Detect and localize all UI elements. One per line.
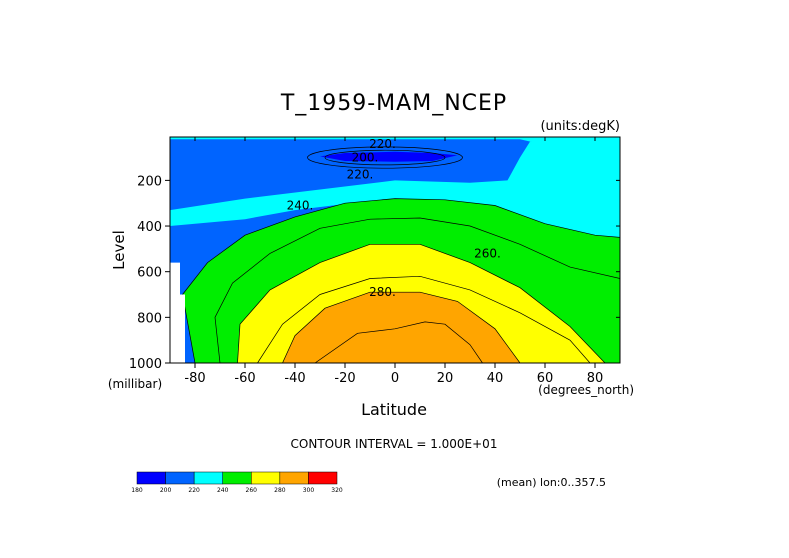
cyan-band xyxy=(170,141,620,245)
units-label: (units:degK) xyxy=(540,119,620,134)
y-tick-label: 400 xyxy=(137,220,162,235)
colorbar-label: 220 xyxy=(188,487,200,494)
colorbar-label: 240 xyxy=(217,487,229,494)
contour-line-260 xyxy=(237,243,606,363)
colorbar-label: 260 xyxy=(246,487,258,494)
contour-line-240 xyxy=(182,198,620,363)
colorbar-swatch xyxy=(251,471,281,485)
y-tick-label: 200 xyxy=(137,174,162,189)
colorbar-label: 280 xyxy=(274,487,286,494)
x-tick-label: -20 xyxy=(334,371,355,386)
contour-label: 260. xyxy=(474,246,501,260)
contour-label: 280. xyxy=(369,285,396,299)
colorbar-label: 300 xyxy=(303,487,315,494)
colorbar-swatch xyxy=(308,471,338,485)
colorbar-swatch xyxy=(136,471,166,485)
x-tick-label: -60 xyxy=(234,371,255,386)
x-tick-label: 20 xyxy=(437,371,454,386)
colorbar-label: 180 xyxy=(131,487,143,494)
colorbar-swatch xyxy=(222,471,252,485)
x-tick-label: 80 xyxy=(587,371,604,386)
contour-line-280 xyxy=(282,291,521,363)
contour-label: 220. xyxy=(369,137,396,151)
x-unit-label: (degrees_north) xyxy=(538,383,634,397)
x-tick-label: 0 xyxy=(391,371,399,386)
contour-interval-label: CONTOUR INTERVAL = 1.000E+01 xyxy=(291,437,498,451)
colorbar: 180 200 220 240 260 280 300 320 xyxy=(131,471,343,494)
y-unit-label: (millibar) xyxy=(108,377,162,391)
colorbar-swatch xyxy=(279,471,309,485)
x-tick-label: 40 xyxy=(487,371,504,386)
colorbar-swatch xyxy=(193,471,223,485)
contour-line-270 xyxy=(257,275,591,363)
chart-title: T_1959-MAM_NCEP xyxy=(280,91,507,116)
plot-area: 220.200.220.240.260.280. xyxy=(170,137,620,363)
y-tick-label: 800 xyxy=(137,311,162,326)
contour-line-250 xyxy=(214,217,620,363)
colorbar-label: 320 xyxy=(331,487,343,494)
contour-label: 220. xyxy=(347,168,374,182)
colorbar-swatch xyxy=(165,471,195,485)
contour-ring-upper xyxy=(324,149,446,166)
contour-label: 240. xyxy=(287,198,314,212)
y-axis-title: Level xyxy=(110,230,128,270)
x-tick-label: -80 xyxy=(184,371,205,386)
x-axis-title: Latitude xyxy=(361,400,427,419)
contour-ring-upper xyxy=(307,146,463,169)
colorbar-label: 200 xyxy=(160,487,172,494)
missing-data-region xyxy=(170,262,185,363)
contour-band-290 xyxy=(315,321,483,363)
y-tick-label: 600 xyxy=(137,266,162,281)
cold-core xyxy=(320,151,458,162)
contour-label: 200. xyxy=(352,151,379,165)
cyan-top-strip xyxy=(170,137,620,147)
x-tick-label: 60 xyxy=(537,371,554,386)
x-tick-label: -40 xyxy=(284,371,305,386)
y-tick-label: 1000 xyxy=(129,357,162,372)
contour-line-290 xyxy=(314,321,483,363)
axes: -80 -60 -40 -20 0 20 40 60 80 200 400 600 800 1000 xyxy=(129,136,621,386)
footer-note: (mean) lon:0..357.5 xyxy=(497,476,606,489)
